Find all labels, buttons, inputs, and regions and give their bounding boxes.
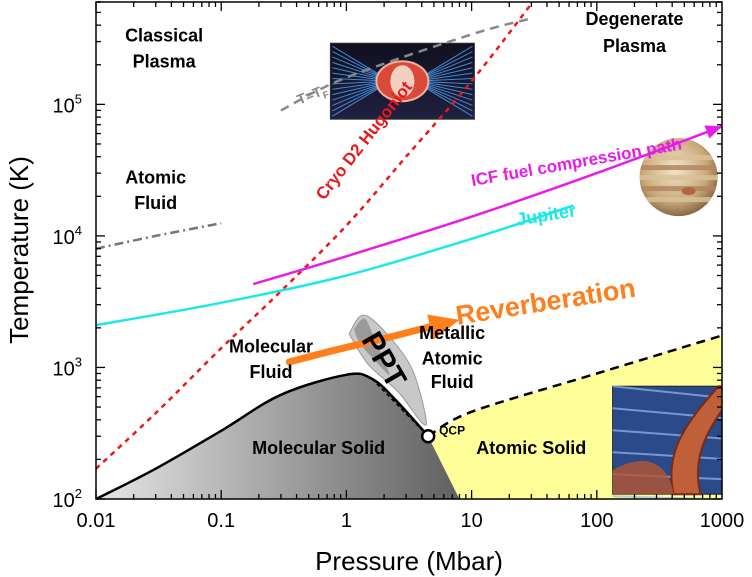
plot-frame bbox=[95, 1, 723, 500]
series-cryo-d2-hugoniot bbox=[96, 3, 533, 470]
annotation-metallic: Metallic bbox=[419, 323, 485, 343]
annotation-degenerate: Degenerate bbox=[585, 9, 683, 29]
jupiter-image bbox=[639, 138, 718, 217]
x-tick-label: 10 bbox=[460, 510, 482, 532]
series-reverberation bbox=[285, 321, 441, 366]
y-axis-title: Temperature (K) bbox=[4, 156, 34, 344]
annotation-plasma: Plasma bbox=[133, 52, 197, 72]
x-tick-label: 1 bbox=[341, 510, 352, 532]
ppt-core-region bbox=[354, 318, 390, 376]
qcp-marker bbox=[420, 428, 436, 444]
y-tick-label: 102 bbox=[53, 486, 82, 512]
annotation-molecular: Molecular bbox=[229, 337, 313, 357]
reverberation-arrowhead bbox=[427, 314, 460, 340]
series-atomic-molecular-boundary bbox=[96, 221, 222, 250]
annotation-atomic: Atomic bbox=[422, 349, 483, 369]
annotation-atomic: Atomic bbox=[125, 168, 186, 188]
annotation-qcp: QCP bbox=[439, 423, 465, 437]
series-metallic-atomic-solid-boundary bbox=[427, 334, 722, 438]
x-axis-title: Pressure (Mbar) bbox=[315, 546, 503, 576]
annotation-classical: Classical bbox=[125, 26, 203, 46]
series-melt-tail bbox=[371, 378, 429, 437]
x-tick-label: 0.1 bbox=[207, 510, 235, 532]
annotation-atomic-solid: Atomic Solid bbox=[476, 438, 586, 458]
metallic-lattice-image bbox=[612, 385, 722, 499]
annotation-plasma: Plasma bbox=[603, 36, 667, 56]
annotation-jupiter: Jupiter bbox=[515, 200, 577, 229]
annotation-molecular-solid: Molecular Solid bbox=[252, 438, 385, 458]
y-tick-label: 105 bbox=[53, 91, 82, 117]
annotation-fluid: Fluid bbox=[431, 372, 474, 392]
series-t-tf bbox=[280, 17, 532, 112]
annotation-fluid: Fluid bbox=[250, 362, 293, 382]
icf-arrowhead bbox=[704, 125, 722, 139]
x-tick-label: 1000 bbox=[700, 510, 745, 532]
series-jupiter bbox=[96, 204, 574, 327]
x-tick-label: 0.01 bbox=[77, 510, 116, 532]
annotation-fluid: Fluid bbox=[134, 193, 177, 213]
y-tick-label: 103 bbox=[53, 354, 82, 380]
series-icf-fuel-compression-path bbox=[252, 125, 722, 286]
y-tick-label: 104 bbox=[53, 223, 82, 249]
x-tick-label: 100 bbox=[580, 510, 613, 532]
annotation-reverberation: Reverberation bbox=[454, 273, 638, 331]
series-melting-curve bbox=[96, 372, 430, 499]
molecular-solid-region bbox=[96, 373, 460, 499]
